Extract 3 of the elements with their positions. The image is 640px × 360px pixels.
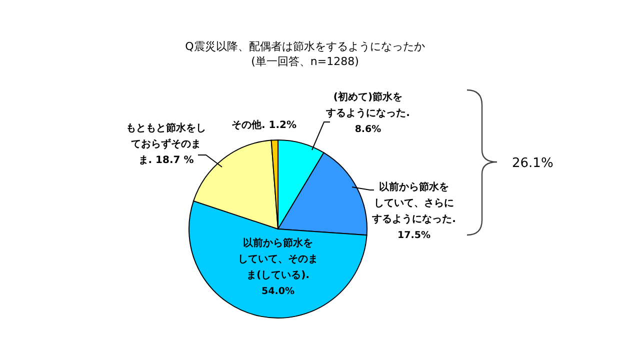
title: Q震災以降、配偶者は節水をするようになったか: [185, 40, 425, 53]
annotation: 26.1%: [512, 156, 554, 171]
subtitle: (単一回答、n=1288): [251, 55, 359, 68]
